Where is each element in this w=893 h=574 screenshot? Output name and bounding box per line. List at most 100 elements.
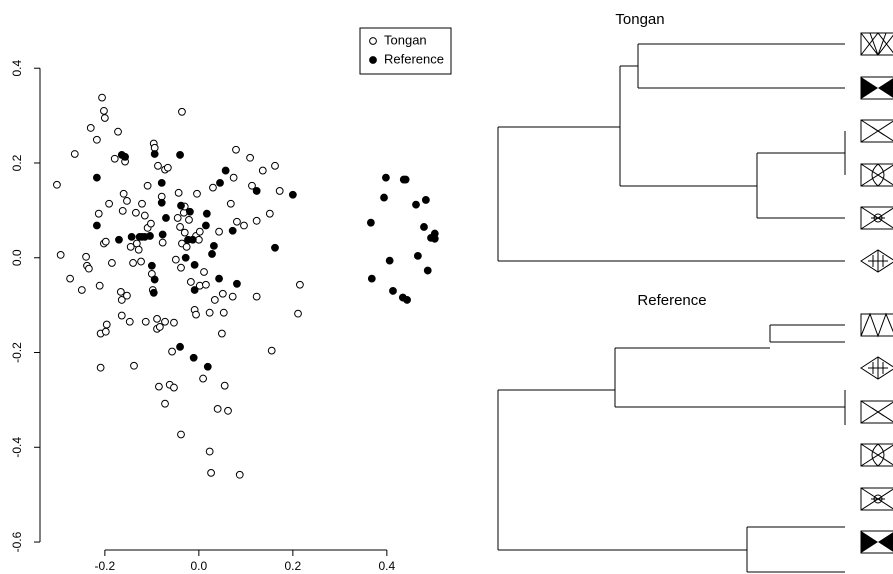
point	[136, 233, 143, 240]
point	[208, 469, 215, 476]
point	[210, 184, 217, 191]
point	[142, 318, 149, 325]
point	[103, 321, 110, 328]
legend-label: Tongan	[384, 32, 427, 47]
point	[253, 188, 260, 195]
point	[220, 309, 227, 316]
figure: TonganReference Tongan Reference -0.6-0.…	[0, 0, 893, 574]
point	[101, 107, 108, 114]
point	[266, 210, 273, 217]
point	[227, 200, 234, 207]
icon	[861, 164, 893, 186]
icon	[861, 120, 893, 142]
point	[151, 151, 158, 158]
icon	[861, 250, 893, 272]
point	[187, 279, 194, 286]
point	[183, 243, 190, 250]
point	[111, 155, 118, 162]
point	[276, 188, 283, 195]
point	[219, 290, 226, 297]
point	[178, 431, 185, 438]
icon	[861, 488, 893, 510]
point	[422, 197, 429, 204]
legend-symbol	[370, 57, 377, 64]
point	[178, 202, 185, 209]
point	[155, 162, 162, 169]
point	[159, 239, 166, 246]
point	[211, 297, 218, 304]
point	[196, 228, 203, 235]
point	[124, 292, 131, 299]
point	[78, 287, 85, 294]
point	[203, 281, 210, 288]
point	[431, 235, 438, 242]
point	[175, 189, 182, 196]
point	[272, 162, 279, 169]
point	[116, 236, 123, 243]
point	[132, 209, 139, 216]
point	[148, 220, 155, 227]
point	[247, 154, 254, 161]
point	[177, 152, 184, 159]
point	[210, 243, 217, 250]
point	[222, 167, 229, 174]
point	[96, 282, 103, 289]
dendrogram-reference: Reference	[498, 292, 845, 572]
point	[162, 318, 169, 325]
point	[383, 174, 390, 181]
point	[97, 364, 104, 371]
legend-label: Reference	[384, 51, 444, 66]
point	[181, 229, 188, 236]
point	[272, 244, 279, 251]
point	[177, 224, 184, 231]
point	[151, 276, 158, 283]
point	[162, 400, 169, 407]
point	[182, 254, 189, 261]
point	[381, 194, 388, 201]
point	[115, 128, 122, 135]
point	[124, 197, 131, 204]
dendrogram-branches	[498, 44, 845, 261]
point	[171, 384, 178, 391]
point	[191, 261, 198, 268]
point	[234, 218, 241, 225]
point	[128, 233, 135, 240]
point	[99, 94, 106, 101]
y-tick-label: 0.2	[10, 154, 24, 171]
point	[83, 253, 90, 260]
icon	[861, 33, 893, 55]
point	[225, 407, 232, 414]
point	[57, 252, 64, 259]
point	[236, 471, 243, 478]
legend-symbol	[370, 38, 377, 45]
point	[216, 275, 223, 282]
point	[368, 275, 375, 282]
point	[289, 191, 296, 198]
point	[203, 222, 210, 229]
dendrogram-tongan: Tongan	[498, 11, 845, 261]
point	[93, 136, 100, 143]
point	[179, 108, 186, 115]
point	[217, 179, 224, 186]
point	[193, 311, 200, 318]
point	[158, 199, 165, 206]
point	[413, 201, 420, 208]
y-tick-label: 0.4	[10, 60, 24, 77]
motif-icons	[861, 33, 893, 553]
point	[118, 312, 125, 319]
point	[158, 179, 165, 186]
x-tick-label: 0.4	[379, 559, 396, 573]
point	[209, 251, 216, 258]
point	[367, 219, 374, 226]
point	[190, 354, 197, 361]
point	[85, 265, 92, 272]
point	[122, 153, 129, 160]
point	[159, 231, 166, 238]
point	[404, 297, 411, 304]
point	[119, 207, 126, 214]
point	[201, 269, 208, 276]
icon	[861, 357, 893, 379]
point	[424, 267, 431, 274]
point	[234, 280, 241, 287]
point	[177, 343, 184, 350]
